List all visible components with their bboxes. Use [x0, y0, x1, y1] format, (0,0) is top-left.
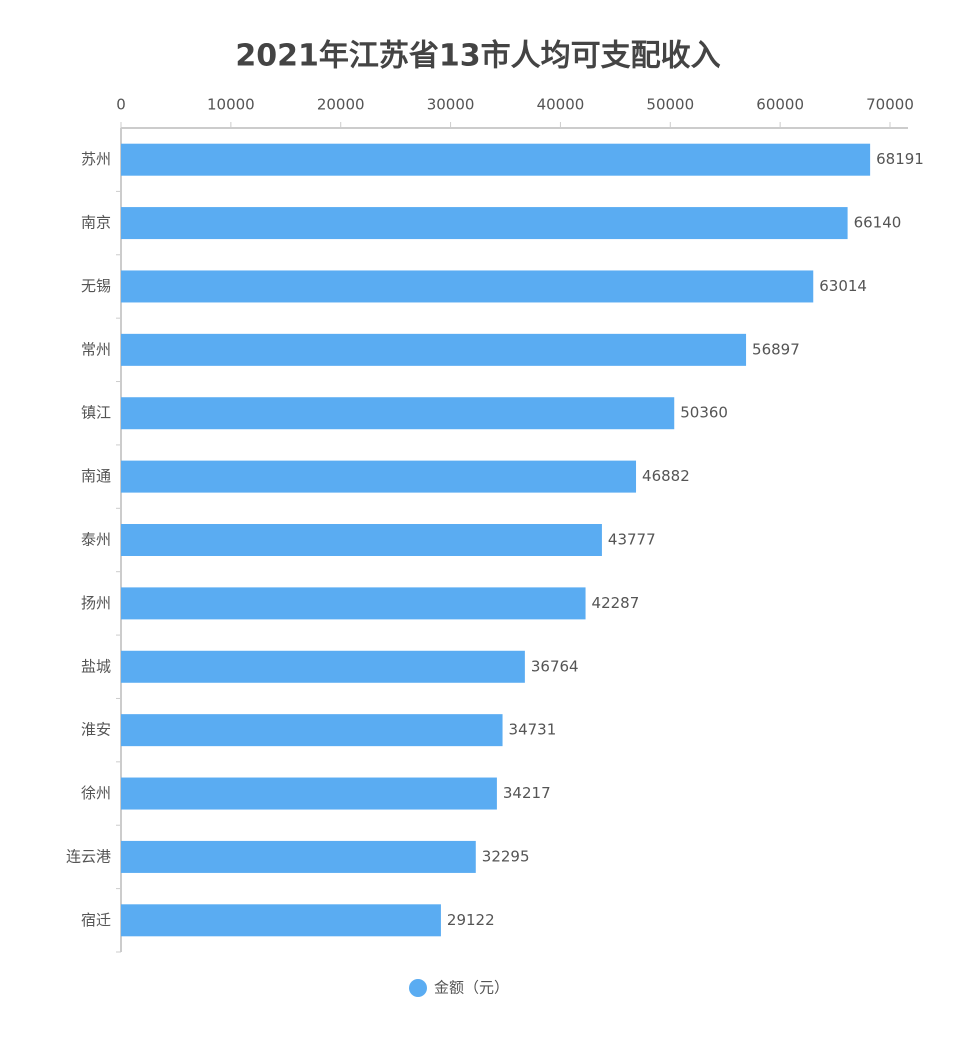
legend-marker — [409, 979, 427, 997]
y-tick-label: 淮安 — [81, 721, 111, 739]
bar — [121, 714, 503, 747]
bar — [121, 840, 476, 873]
bar — [121, 397, 675, 430]
bar — [121, 333, 747, 366]
y-tick-label: 泰州 — [81, 531, 111, 549]
y-tick-label: 南通 — [81, 467, 111, 485]
x-tick-label: 50000 — [646, 96, 694, 114]
bar — [121, 904, 441, 937]
value-label: 34217 — [503, 784, 551, 802]
bar — [121, 587, 586, 620]
y-tick-label: 苏州 — [81, 150, 111, 168]
value-label: 63014 — [819, 277, 867, 295]
y-tick-label: 连云港 — [66, 847, 111, 865]
bar — [121, 270, 814, 303]
value-label: 43777 — [608, 531, 656, 549]
chart-title: 2021年江苏省13市人均可支配收入 — [235, 39, 720, 74]
x-tick-label: 20000 — [317, 96, 365, 114]
value-label: 32295 — [482, 847, 530, 865]
bar — [121, 207, 848, 240]
x-tick-label: 40000 — [537, 96, 585, 114]
value-label: 66140 — [854, 214, 902, 232]
value-label: 68191 — [876, 150, 924, 168]
y-tick-label: 常州 — [81, 340, 111, 358]
y-tick-label: 镇江 — [81, 404, 111, 422]
y-tick-label: 无锡 — [81, 277, 111, 295]
bar — [121, 524, 602, 556]
value-label: 46882 — [642, 467, 690, 485]
x-tick-label: 60000 — [756, 96, 804, 114]
bar — [121, 777, 497, 810]
y-tick-label: 扬州 — [81, 594, 111, 612]
y-tick-label: 南京 — [81, 214, 111, 232]
y-tick-label: 徐州 — [81, 784, 111, 802]
bar — [121, 460, 637, 493]
y-tick-label: 宿迁 — [81, 911, 111, 929]
x-tick-label: 30000 — [427, 96, 475, 114]
x-tick-label: 10000 — [207, 96, 255, 114]
y-tick-label: 盐城 — [81, 657, 111, 675]
bar — [121, 650, 525, 683]
value-label: 56897 — [752, 340, 800, 358]
bar — [121, 143, 871, 176]
x-tick-label: 0 — [116, 96, 126, 114]
x-tick-label: 70000 — [866, 96, 914, 114]
value-label: 36764 — [531, 657, 579, 675]
value-label: 42287 — [592, 594, 640, 612]
value-label: 50360 — [680, 404, 728, 422]
legend-label: 金额（元） — [434, 979, 509, 997]
value-label: 34731 — [509, 721, 557, 739]
value-label: 29122 — [447, 911, 495, 929]
